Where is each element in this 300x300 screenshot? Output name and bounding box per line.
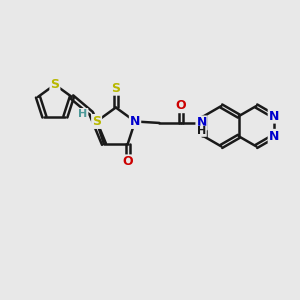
Text: N: N — [269, 110, 279, 123]
Text: H: H — [78, 109, 88, 119]
Text: S: S — [50, 78, 59, 91]
Text: S: S — [92, 115, 101, 128]
Text: O: O — [176, 99, 186, 112]
Text: S: S — [111, 82, 120, 95]
Text: N: N — [196, 116, 207, 129]
Text: N: N — [130, 115, 140, 128]
Text: N: N — [269, 130, 279, 143]
Text: O: O — [122, 155, 133, 168]
Text: H: H — [197, 126, 206, 136]
